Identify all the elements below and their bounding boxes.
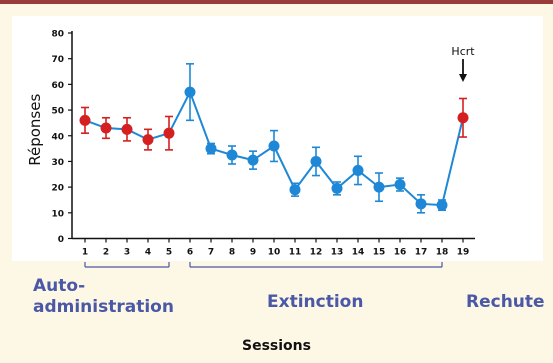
x-tick-label-11: 11 (289, 248, 302, 258)
data-point-9 (247, 154, 259, 166)
top-rule (0, 0, 553, 4)
phase-label-rechute: Rechute (466, 292, 545, 312)
data-point-10 (268, 140, 280, 152)
x-tick-label-2: 2 (103, 248, 109, 258)
data-point-5 (163, 127, 175, 139)
annotation-text: Hcrt (451, 45, 475, 58)
y-axis-title: Réponses (26, 94, 44, 166)
data-point-11 (289, 184, 301, 196)
y-tick-label-20: 20 (51, 184, 64, 194)
data-point-8 (226, 149, 238, 161)
x-tick-label-10: 10 (268, 248, 281, 258)
x-axis-title: Sessions (242, 338, 311, 354)
x-tick-label-17: 17 (415, 248, 428, 258)
x-tick-label-1: 1 (82, 248, 88, 258)
phase-label-extinction: Extinction (267, 292, 364, 312)
data-point-6 (184, 86, 196, 98)
x-tick-label-7: 7 (208, 248, 214, 258)
y-tick-label-10: 10 (51, 209, 64, 219)
x-tick-label-18: 18 (436, 248, 449, 258)
data-point-13 (331, 182, 343, 194)
x-tick-label-9: 9 (250, 248, 256, 258)
data-point-3 (121, 123, 133, 135)
phase-label-auto-line2: administration (33, 297, 174, 317)
y-tick-label-80: 80 (51, 30, 64, 40)
data-point-2 (100, 122, 112, 134)
y-tick-label-50: 50 (51, 107, 64, 117)
data-point-16 (394, 179, 406, 191)
y-tick-label-40: 40 (51, 132, 64, 142)
x-tick-label-19: 19 (457, 248, 470, 258)
x-tick-label-8: 8 (229, 248, 235, 258)
data-point-17 (415, 198, 427, 210)
x-tick-label-4: 4 (145, 248, 151, 258)
x-tick-label-12: 12 (310, 248, 323, 258)
y-tick-label-60: 60 (51, 81, 64, 91)
x-tick-label-15: 15 (373, 248, 386, 258)
x-tick-label-16: 16 (394, 248, 407, 258)
x-tick-label-6: 6 (187, 248, 193, 258)
annotation-arrowhead (459, 74, 467, 82)
y-tick-label-0: 0 (58, 235, 64, 245)
data-point-12 (310, 155, 322, 167)
x-tick-label-14: 14 (352, 248, 365, 258)
y-tick-label-70: 70 (51, 55, 64, 65)
y-tick-label-30: 30 (51, 158, 64, 168)
data-point-7 (205, 143, 217, 155)
x-tick-label-13: 13 (331, 248, 344, 258)
data-point-1 (79, 114, 91, 126)
data-point-15 (373, 181, 385, 193)
data-point-14 (352, 164, 364, 176)
plot-panel (12, 16, 543, 261)
data-point-19 (457, 112, 469, 124)
x-tick-label-3: 3 (124, 248, 130, 258)
x-tick-label-5: 5 (166, 248, 172, 258)
phase-label-auto-line1: Auto- (33, 276, 86, 296)
phase-label-auto-administration: Auto- administration (33, 276, 174, 318)
data-point-18 (436, 199, 448, 211)
data-point-4 (142, 134, 154, 146)
